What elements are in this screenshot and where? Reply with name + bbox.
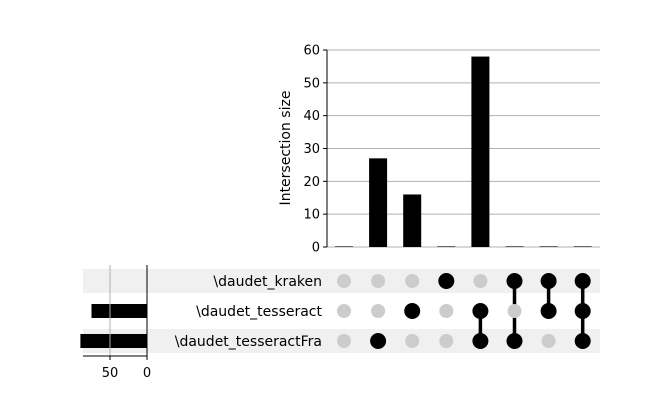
matrix-dot-inactive <box>405 274 420 288</box>
matrix-dot-inactive <box>439 304 454 318</box>
set-size-tick-label: 0 <box>143 366 151 381</box>
matrix-dot-inactive <box>405 334 420 348</box>
intersection-bar <box>335 246 353 247</box>
matrix-dot-active <box>472 303 489 319</box>
intersection-bar <box>471 56 490 247</box>
matrix-dot-active <box>574 273 591 289</box>
intersection-bar <box>369 158 388 247</box>
set-size-bar <box>91 304 147 318</box>
set-labels: \daudet_kraken \daudet_tesseract \daudet_t… <box>175 274 323 350</box>
y-tick-label: 40 <box>303 109 320 124</box>
matrix-dot-inactive <box>473 274 488 288</box>
matrix-dot-inactive <box>337 274 351 288</box>
matrix-dot-active <box>404 303 421 319</box>
set-size-tick-label: 50 <box>102 366 119 381</box>
matrix-dot-inactive <box>371 274 386 288</box>
matrix-dot-inactive <box>541 334 556 348</box>
intersection-bar <box>403 194 422 247</box>
y-axis: Intersection size 0 10 20 30 40 50 60 <box>278 44 328 256</box>
set-label: \daudet_tesseractFra <box>175 334 322 350</box>
matrix-dot-active <box>540 273 557 289</box>
set-label: \daudet_tesseract <box>196 304 322 320</box>
matrix-dot-active <box>370 333 387 349</box>
set-size-bar <box>80 334 147 348</box>
y-tick-label: 0 <box>312 241 320 256</box>
intersection-bar <box>505 246 524 247</box>
set-label: \daudet_kraken <box>213 274 322 290</box>
matrix-dot-active <box>574 303 591 319</box>
y-axis-title: Intersection size <box>278 91 294 206</box>
grid-lines <box>327 49 600 248</box>
matrix-dot-active <box>506 273 523 289</box>
matrix-dot-inactive <box>337 304 351 318</box>
intersection-bar <box>539 246 558 247</box>
matrix-dot-active <box>540 303 557 319</box>
matrix-dot-inactive <box>337 334 351 348</box>
matrix-dot-active <box>472 333 489 349</box>
intersection-bars <box>335 56 592 247</box>
matrix-dot-active <box>506 333 523 349</box>
matrix-dot-inactive <box>507 304 522 318</box>
intersection-bar <box>573 246 592 247</box>
y-tick-label: 30 <box>303 142 320 157</box>
y-tick-label: 60 <box>303 44 320 59</box>
matrix-dot-active <box>574 333 591 349</box>
set-size-panel: 50 0 <box>80 265 151 381</box>
matrix-dot-inactive <box>371 304 386 318</box>
y-tick-label: 20 <box>303 175 320 190</box>
intersection-bar <box>437 246 456 247</box>
matrix-dot-inactive <box>439 334 454 348</box>
membership-matrix <box>337 273 591 349</box>
y-tick-label: 10 <box>303 208 320 223</box>
matrix-dot-active <box>438 273 455 289</box>
y-tick-label: 50 <box>303 76 320 91</box>
